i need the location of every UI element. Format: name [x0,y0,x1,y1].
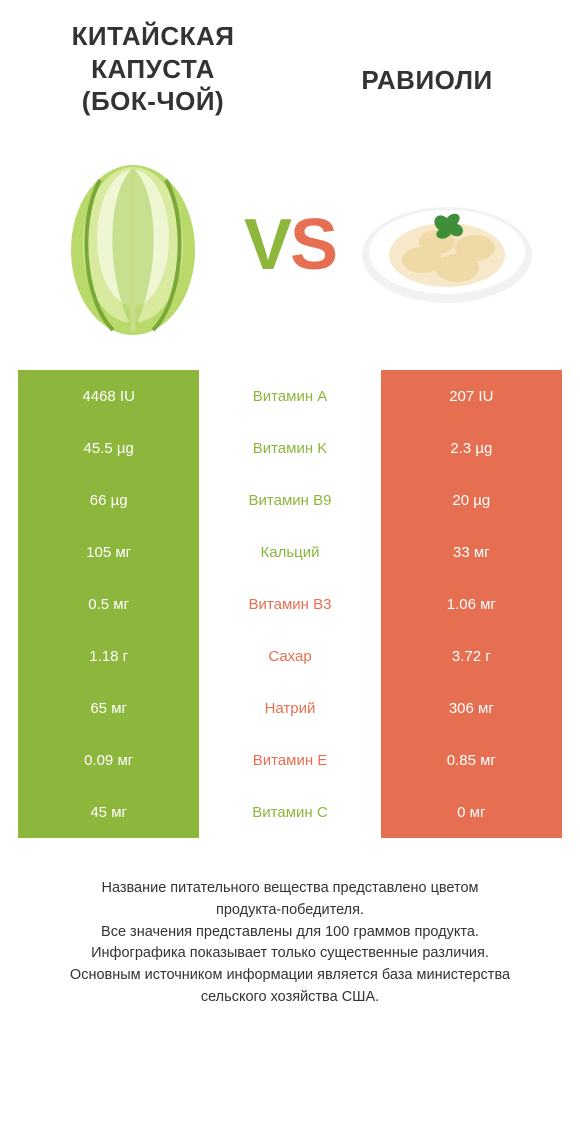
image-row: VS [18,150,562,370]
nutrient-label: Витамин A [199,370,380,422]
nutrient-label: Кальций [199,526,380,578]
nutrient-label: Витамин B3 [199,578,380,630]
right-title: РАВИОЛИ [361,64,492,97]
footer-line6: сельского хозяйства США. [201,989,379,1005]
right-title-col: РАВИОЛИ [292,20,562,140]
footer-line5: Основным источником информации является … [70,967,510,983]
left-value: 66 µg [18,474,199,526]
header-row: КИТАЙСКАЯ КАПУСТА (БОК-ЧОЙ) РАВИОЛИ [18,20,562,140]
table-row: 65 мгНатрий306 мг [18,682,562,734]
left-value: 4468 IU [18,370,199,422]
footer-line3: Все значения представлены для 100 граммо… [101,924,479,940]
footer-line4: Инфографика показывает только существенн… [91,945,489,961]
nutrient-label: Сахар [199,630,380,682]
left-title-line2: КАПУСТА [91,54,215,84]
ravioli-icon [357,170,537,320]
table-row: 66 µgВитамин B920 µg [18,474,562,526]
table-row: 45 мгВитамин C0 мг [18,786,562,838]
table-row: 105 мгКальций33 мг [18,526,562,578]
table-row: 0.09 мгВитамин E0.85 мг [18,734,562,786]
footer-line2: продукта-победителя. [216,902,364,918]
left-value: 0.5 мг [18,578,199,630]
left-title-line3: (БОК-ЧОЙ) [82,86,224,116]
vs-v: V [244,205,290,285]
right-value: 306 мг [381,682,562,734]
right-value: 0.85 мг [381,734,562,786]
left-title-line1: КИТАЙСКАЯ [72,21,235,51]
footer-text: Название питательного вещества представл… [18,838,562,1009]
right-image-col [336,170,558,320]
nutrient-label: Витамин B9 [199,474,380,526]
left-value: 0.09 мг [18,734,199,786]
table-row: 4468 IUВитамин A207 IU [18,370,562,422]
nutrient-label: Витамин K [199,422,380,474]
left-value: 105 мг [18,526,199,578]
vs-s: S [290,205,336,285]
right-value: 3.72 г [381,630,562,682]
table-row: 1.18 гСахар3.72 г [18,630,562,682]
nutrient-label: Витамин E [199,734,380,786]
right-value: 0 мг [381,786,562,838]
table-row: 0.5 мгВитамин B31.06 мг [18,578,562,630]
left-value: 45.5 µg [18,422,199,474]
nutrient-label: Витамин C [199,786,380,838]
footer-line1: Название питательного вещества представл… [101,880,478,896]
right-value: 33 мг [381,526,562,578]
left-image-col [22,150,244,340]
nutrient-label: Натрий [199,682,380,734]
right-value: 1.06 мг [381,578,562,630]
left-title: КИТАЙСКАЯ КАПУСТА (БОК-ЧОЙ) [18,20,288,118]
comparison-table: 4468 IUВитамин A207 IU45.5 µgВитамин K2.… [18,370,562,838]
left-value: 65 мг [18,682,199,734]
left-value: 1.18 г [18,630,199,682]
right-value: 2.3 µg [381,422,562,474]
left-title-col: КИТАЙСКАЯ КАПУСТА (БОК-ЧОЙ) [18,20,292,118]
right-value: 207 IU [381,370,562,422]
left-value: 45 мг [18,786,199,838]
vs-label: VS [244,204,336,286]
table-row: 45.5 µgВитамин K2.3 µg [18,422,562,474]
right-value: 20 µg [381,474,562,526]
cabbage-icon [48,150,218,340]
